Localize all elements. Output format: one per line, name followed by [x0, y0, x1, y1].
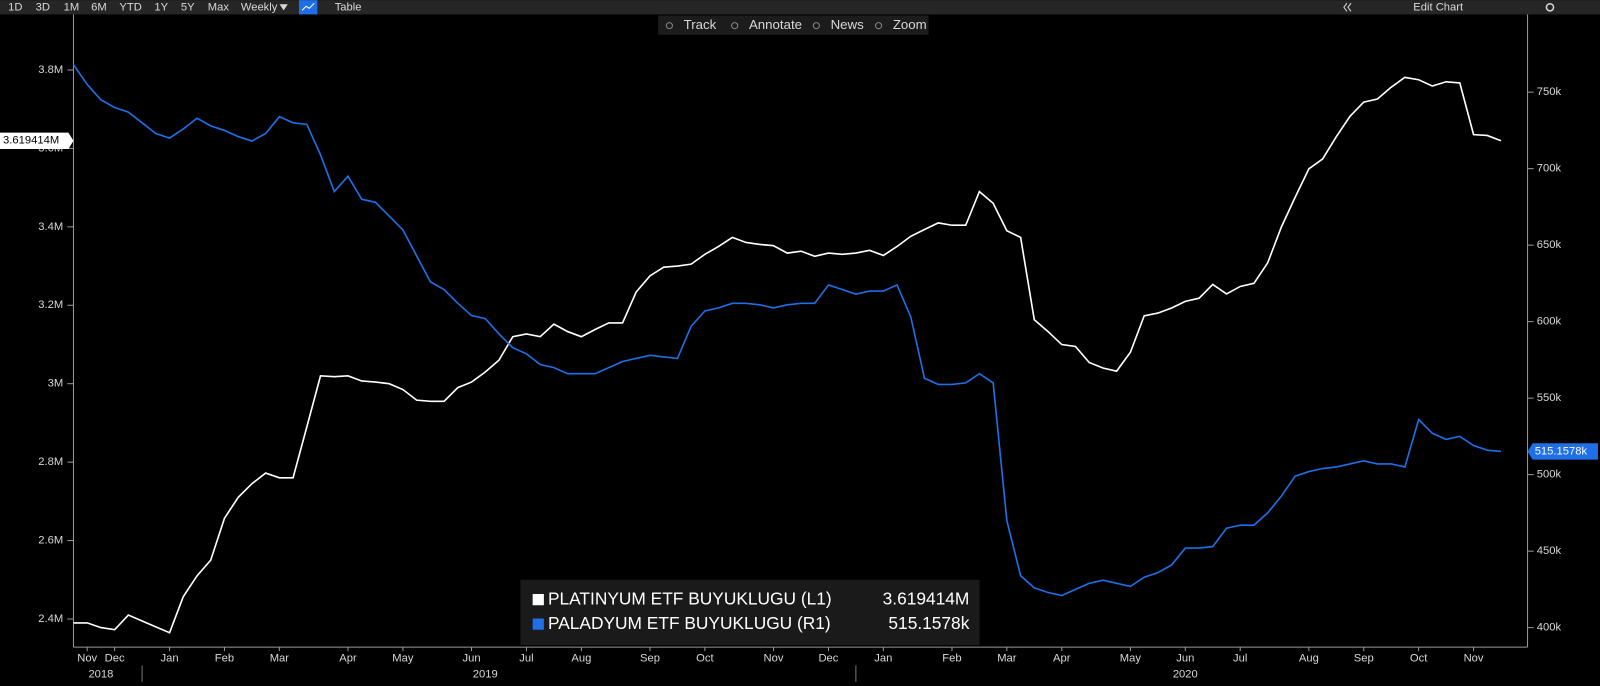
- y2-tick-label: 400k: [1537, 622, 1562, 634]
- series-line: [72, 64, 1502, 597]
- y2-tick-label: 650k: [1537, 239, 1562, 251]
- last-value-label: 515.1578k: [1535, 445, 1588, 457]
- x-tick-label: Oct: [1410, 652, 1428, 664]
- tool-icon: [875, 22, 883, 30]
- series-line: [73, 76, 1502, 634]
- range-button[interactable]: 5Y: [181, 1, 195, 13]
- x-tick-label: Mar: [997, 652, 1017, 664]
- settings-icon[interactable]: [1545, 2, 1555, 12]
- y-tick-label: 3.4M: [38, 221, 63, 233]
- x-tick-label: Jan: [161, 652, 179, 664]
- tool-button[interactable]: Track: [684, 17, 717, 32]
- y-tick-label: 3M: [48, 378, 64, 390]
- x-tick-label: Apr: [1053, 652, 1071, 664]
- y2-tick-label: 600k: [1537, 316, 1562, 328]
- x-tick-label: May: [392, 652, 414, 664]
- range-button[interactable]: 6M: [91, 1, 107, 13]
- legend-swatch: [532, 594, 544, 606]
- tool-icon: [731, 22, 739, 30]
- x-tick-label: Feb: [215, 652, 234, 664]
- x-tick-label: Feb: [942, 652, 961, 664]
- x-tick-label: Nov: [77, 652, 97, 664]
- range-button[interactable]: 3D: [36, 1, 50, 13]
- tool-icon: [665, 22, 673, 30]
- legend: PLATINYUM ETF BUYUKLUGU (L1) 3.619414M PAL…: [520, 579, 980, 646]
- range-button[interactable]: 1Y: [154, 1, 168, 13]
- x-tick-label: Sep: [1354, 652, 1374, 664]
- x-tick-label: Aug: [571, 652, 591, 664]
- range-button[interactable]: YTD: [119, 1, 141, 13]
- table-button[interactable]: Table: [335, 1, 362, 13]
- x-tick-label: Jul: [519, 652, 533, 664]
- x-tick-label: Jan: [874, 652, 892, 664]
- y2-tick-label: 500k: [1537, 469, 1562, 481]
- last-value-flag: [1527, 443, 1598, 460]
- legend-swatch: [532, 618, 544, 630]
- x-tick-label: Jun: [1176, 652, 1194, 664]
- tool-button[interactable]: News: [831, 17, 865, 32]
- range-button[interactable]: Max: [208, 1, 230, 13]
- y-tick-label: 3.2M: [38, 299, 63, 311]
- y-tick-label: 2.4M: [38, 613, 63, 625]
- x-year-label: 2020: [1173, 669, 1198, 681]
- x-tick-label: Jul: [1233, 652, 1247, 664]
- edit-chart-button[interactable]: Edit Chart: [1413, 1, 1464, 13]
- x-year-label: 2018: [88, 669, 113, 681]
- tool-button[interactable]: Annotate: [749, 17, 802, 32]
- legend-value: 3.619414M: [883, 589, 970, 609]
- y2-tick-label: 700k: [1537, 163, 1562, 175]
- legend-name: PALADYUM ETF BUYUKLUGU (R1): [548, 613, 831, 633]
- x-tick-label: Apr: [339, 652, 357, 664]
- x-tick-label: Nov: [1464, 652, 1484, 664]
- collapse-icon[interactable]: [1343, 2, 1348, 12]
- legend-box: [520, 579, 980, 646]
- toolbar: [0, 0, 1600, 15]
- x-tick-label: Nov: [764, 652, 784, 664]
- frequency-button[interactable]: Weekly: [241, 1, 278, 13]
- tool-button[interactable]: Zoom: [893, 17, 927, 32]
- x-tick-label: May: [1120, 652, 1142, 664]
- tools-bar: [658, 15, 929, 35]
- y-tick-label: 3.8M: [38, 64, 63, 76]
- legend-name: PLATINYUM ETF BUYUKLUGU (L1): [548, 589, 832, 609]
- range-button[interactable]: 1M: [64, 1, 80, 13]
- chart-icon: [301, 2, 315, 11]
- x-tick-label: Dec: [105, 652, 125, 664]
- last-value-label: 3.619414M: [3, 135, 59, 147]
- collapse-icon[interactable]: [1347, 2, 1352, 12]
- y2-tick-label: 550k: [1537, 392, 1562, 404]
- legend-value: 515.1578k: [888, 613, 969, 633]
- plot: [72, 64, 1502, 634]
- y2-tick-label: 750k: [1537, 86, 1562, 98]
- x-tick-label: Sep: [640, 652, 660, 664]
- last-value-flag: [0, 132, 74, 149]
- y2-tick-label: 450k: [1537, 545, 1562, 557]
- x-tick-label: Jun: [462, 652, 480, 664]
- y-tick-label: 2.8M: [38, 456, 63, 468]
- range-button[interactable]: 1D: [8, 1, 22, 13]
- y-tick-label: 2.6M: [38, 535, 63, 547]
- x-year-label: 2019: [473, 669, 498, 681]
- x-tick-label: Aug: [1299, 652, 1319, 664]
- x-tick-label: Mar: [270, 652, 290, 664]
- dropdown-arrow: [279, 4, 288, 11]
- x-tick-label: Oct: [696, 652, 714, 664]
- tool-icon: [812, 22, 820, 30]
- x-tick-label: Dec: [818, 652, 838, 664]
